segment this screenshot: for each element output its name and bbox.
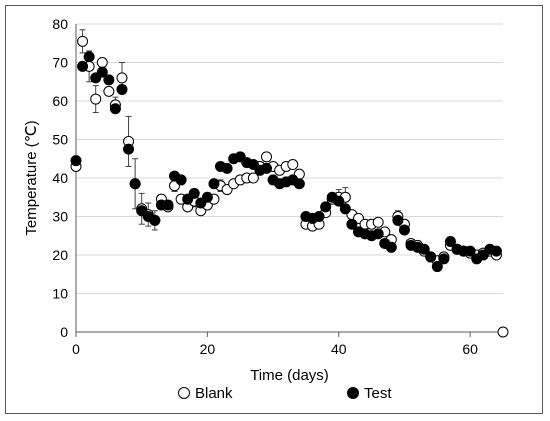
test-point [398,224,410,236]
y-tick-label: 80 [52,16,68,32]
test-point [320,201,332,213]
test-point [418,243,430,255]
test-point [188,187,200,199]
legend-blank-label: Blank [195,385,233,402]
legend: Blank Test [178,385,392,402]
y-tick-label: 50 [52,132,68,148]
test-point [261,162,273,174]
y-tick-label: 70 [52,55,68,71]
y-tick-label: 0 [60,324,68,340]
test-point [490,245,502,257]
x-axis-title: Time (days) [250,367,329,384]
blank-point [96,57,108,68]
test-point [346,218,358,230]
test-point [372,228,384,240]
test-point [313,211,325,222]
y-tick-label: 60 [52,93,68,109]
blank-point [497,326,509,338]
test-point [221,162,233,174]
blank-point [261,151,273,163]
x-tick-label: 20 [200,341,216,357]
test-point [425,251,437,263]
x-tick-labels: 0 20 40 60 [72,332,478,357]
test-point [123,143,135,155]
test-point [293,178,305,190]
test-point [208,178,220,190]
blank-point [90,93,102,105]
legend-blank-marker [178,387,190,399]
blank-point [372,216,384,228]
test-point [96,66,108,78]
test-point [162,199,174,211]
test-point [385,241,397,253]
x-tick-label: 40 [331,341,347,357]
test-point [116,83,128,95]
test-point [109,103,121,115]
test-point [339,203,351,215]
grid-lines [76,23,503,294]
legend-test-marker [347,387,359,399]
test-point [77,60,89,72]
test-point [149,214,161,226]
test-point [201,191,213,203]
temperature-chart: 0 20 40 60 0 10 20 30 40 50 60 70 80 Time (days) Te… [23,16,509,402]
test-point [175,174,187,186]
test-point [333,195,345,207]
blank-point [103,85,115,97]
test-point [431,261,443,273]
test-point [464,245,476,257]
test-point [392,214,404,226]
blank-point [116,72,128,84]
legend-test-label: Test [364,385,392,402]
test-point [70,155,82,167]
series-test [70,51,502,273]
test-point [444,236,456,248]
blank-point [77,35,89,47]
chart-frame: 0 20 40 60 0 10 20 30 40 50 60 70 80 Time (days) Te… [5,5,543,414]
test-point [438,253,450,265]
x-tick-label: 0 [72,341,80,357]
y-tick-label: 10 [52,286,68,302]
y-tick-label: 30 [52,209,68,225]
test-point [83,51,95,63]
blank-point [287,159,299,171]
test-point [103,74,115,86]
axes [75,24,503,333]
blank-point [247,172,259,184]
y-tick-label: 20 [52,247,68,263]
error-bars [79,29,401,231]
test-point [129,178,141,190]
y-tick-label: 40 [52,170,68,186]
y-axis-title: Temperature (℃) [23,120,40,235]
y-tick-labels: 0 10 20 30 40 50 60 70 80 [52,16,68,340]
x-tick-label: 60 [462,341,478,357]
